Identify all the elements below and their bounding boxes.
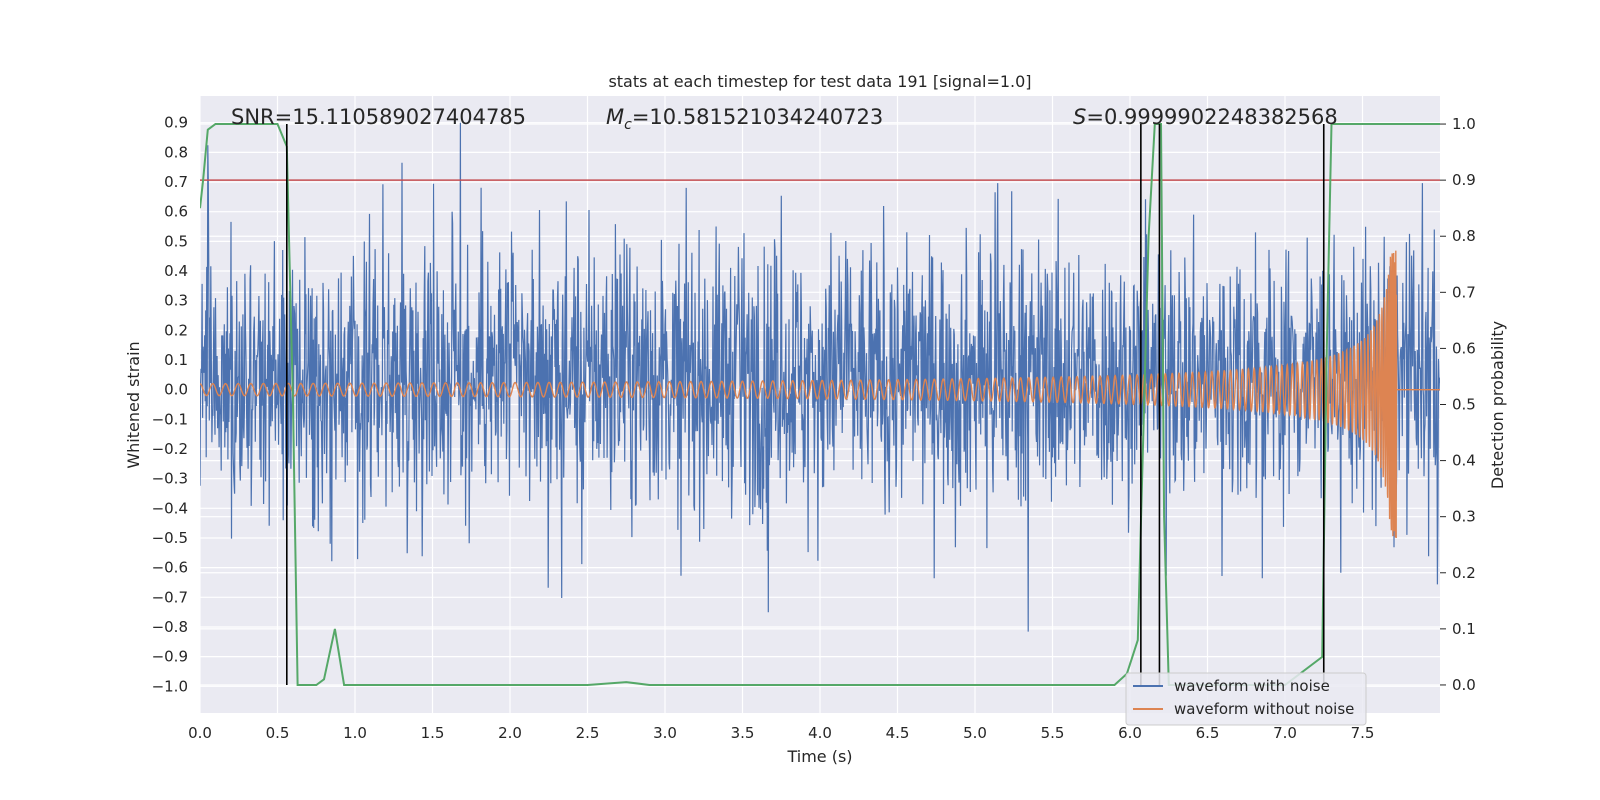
x-tick-label: 4.5 [886, 724, 910, 742]
chart-title: stats at each timestep for test data 191… [608, 72, 1031, 91]
chirp-mass-subscript: c [624, 117, 632, 133]
x-tick-label: 6.0 [1118, 724, 1142, 742]
y-tick-label: −0.4 [152, 499, 188, 517]
chirp-mass-value: =10.581521034240723 [632, 105, 883, 129]
y2-tick-label: 0.1 [1452, 620, 1476, 638]
score-annotation: S=0.9999902248382568 [1073, 105, 1338, 129]
chirp-mass-annotation: Mc=10.581521034240723 [606, 105, 883, 133]
y-tick-label: −0.6 [152, 559, 188, 577]
x-tick-label: 6.5 [1196, 724, 1220, 742]
y2-tick-label: 0.6 [1452, 339, 1476, 357]
x-axis-label: Time (s) [786, 747, 852, 766]
y-tick-label: 0.8 [164, 143, 188, 161]
y-tick-label: −0.3 [152, 470, 188, 488]
legend: waveform with noise waveform without noi… [1125, 672, 1367, 726]
legend-label-clean: waveform without noise [1174, 700, 1354, 718]
y2-tick-label: 0.0 [1452, 676, 1476, 694]
y-tick-label: 0.1 [164, 351, 188, 369]
y-tick-label: 0.3 [164, 292, 188, 310]
chirp-mass-symbol: M [606, 105, 624, 129]
y2-axis-ticks: 1.0 0.9 0.8 0.7 0.6 0.5 0.4 0.3 0.2 0.1 0.0 [1440, 115, 1476, 694]
x-tick-label: 5.5 [1041, 724, 1065, 742]
y-tick-label: −0.2 [152, 440, 188, 458]
y2-tick-label: 0.7 [1452, 283, 1476, 301]
legend-label-noise: waveform with noise [1174, 677, 1330, 695]
snr-annotation: SNR=15.110589027404785 [231, 105, 526, 129]
y2-tick-label: 0.9 [1452, 171, 1476, 189]
y2-tick-label: 0.4 [1452, 452, 1476, 470]
y2-tick-label: 0.2 [1452, 564, 1476, 582]
x-tick-label: 2.0 [498, 724, 522, 742]
y-axis-label: Whitened strain [124, 341, 143, 468]
y-tick-label: −0.8 [152, 618, 188, 636]
clean-waveform-series [200, 250, 1440, 539]
y-tick-label: 0.4 [164, 262, 188, 280]
y2-tick-label: 0.3 [1452, 508, 1476, 526]
y-axis-ticks: 0.9 0.8 0.7 0.6 0.5 0.4 0.3 0.2 0.1 0.0 −0.1 −0.2 −0… [152, 114, 188, 696]
x-tick-label: 4.0 [808, 724, 832, 742]
y2-tick-label: 1.0 [1452, 115, 1476, 133]
x-tick-label: 2.5 [576, 724, 600, 742]
x-tick-label: 7.5 [1351, 724, 1375, 742]
y-tick-label: −0.1 [152, 410, 188, 428]
y-tick-label: −0.5 [152, 529, 188, 547]
x-tick-label: 1.5 [421, 724, 445, 742]
y-tick-label: −0.7 [152, 588, 188, 606]
x-tick-label: 3.5 [731, 724, 755, 742]
x-tick-label: 5.0 [963, 724, 987, 742]
y-tick-label: 0.6 [164, 203, 188, 221]
x-tick-label: 0.0 [188, 724, 212, 742]
y-tick-label: −0.9 [152, 648, 188, 666]
score-symbol: S [1073, 105, 1086, 129]
y2-tick-label: 0.5 [1452, 396, 1476, 414]
x-axis-ticks: 0.0 0.5 1.0 1.5 2.0 2.5 3.0 3.5 4.0 4.5 5.0 5.5 6.0 6… [188, 724, 1374, 742]
x-tick-label: 7.0 [1273, 724, 1297, 742]
x-tick-label: 1.0 [343, 724, 367, 742]
y2-axis-label: Detection probability [1488, 321, 1507, 489]
x-tick-label: 3.0 [653, 724, 677, 742]
y-tick-label: 0.5 [164, 232, 188, 250]
score-value: =0.9999902248382568 [1086, 105, 1337, 129]
y-tick-label: 0.9 [164, 114, 188, 132]
y2-tick-label: 0.8 [1452, 227, 1476, 245]
y-tick-label: 0.7 [164, 173, 188, 191]
x-tick-label: 0.5 [266, 724, 290, 742]
y-tick-label: 0.0 [164, 381, 188, 399]
legend-box [1125, 672, 1367, 726]
detection-markers [285, 124, 1325, 685]
y-tick-label: 0.2 [164, 321, 188, 339]
y-tick-label: −1.0 [152, 677, 188, 695]
